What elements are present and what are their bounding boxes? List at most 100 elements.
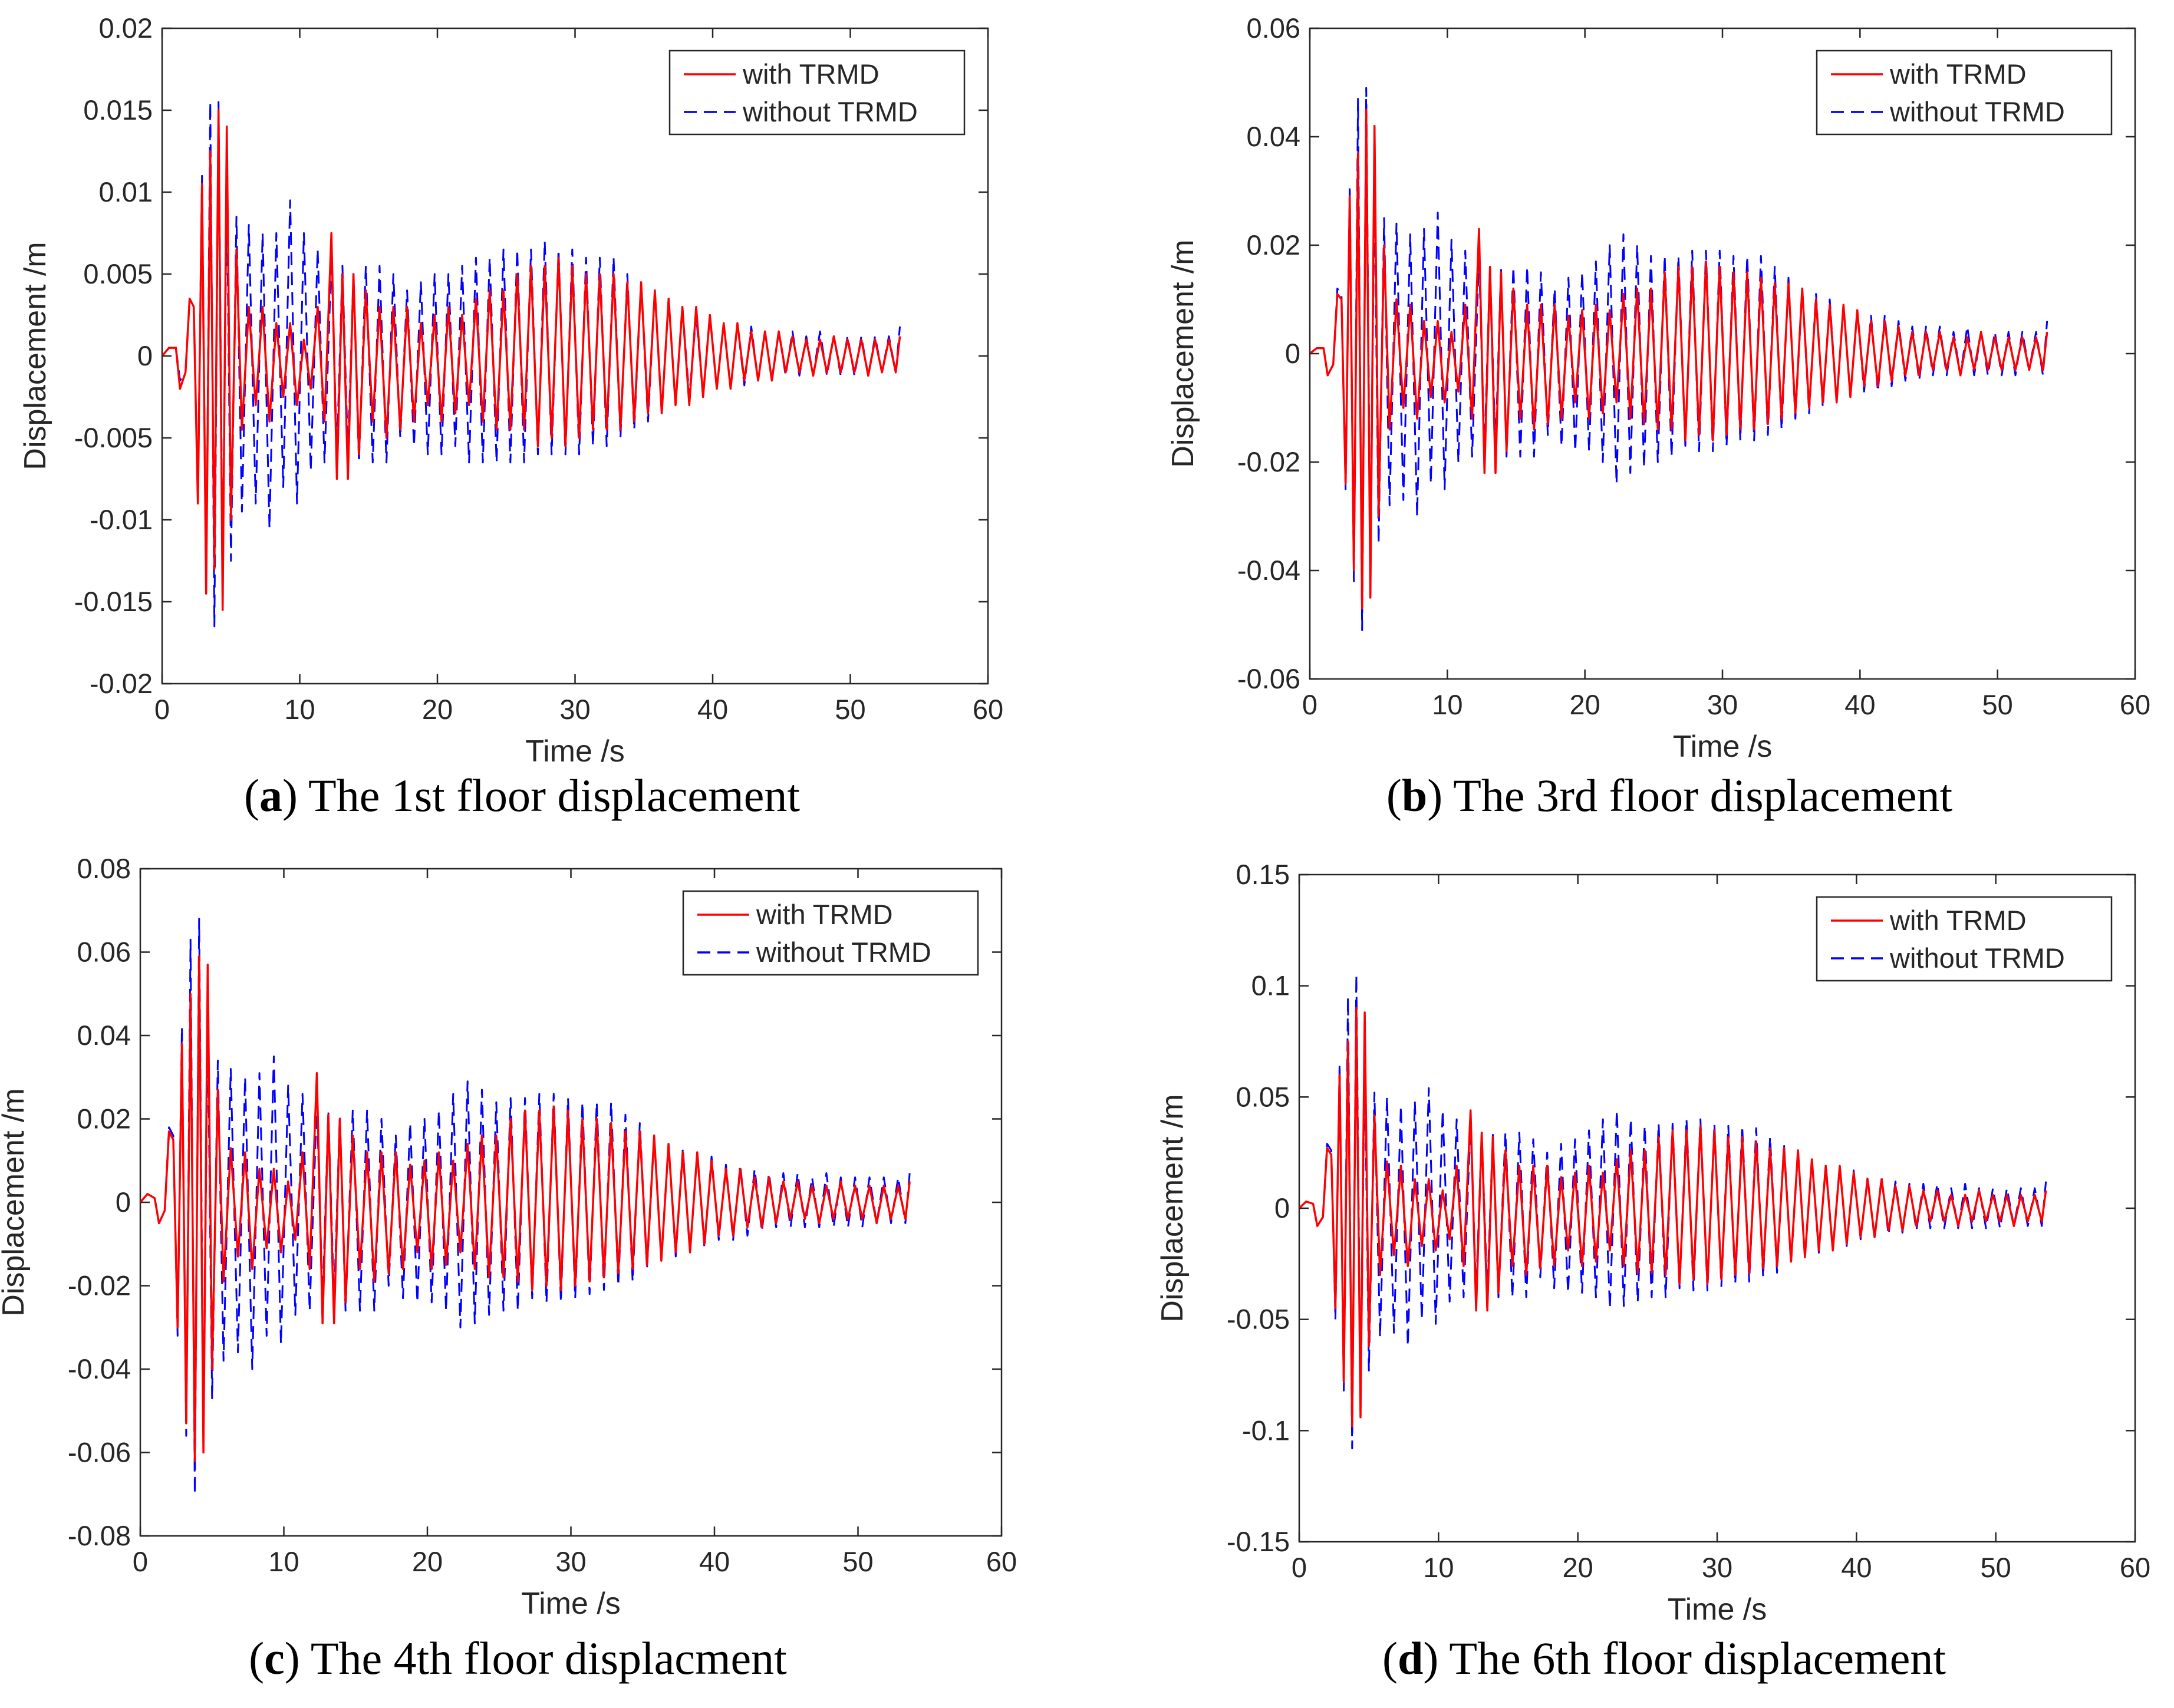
x-tick-label: 20 (1563, 1552, 1593, 1583)
legend: with TRMD without TRMD (682, 890, 979, 976)
x-tick-label: 50 (1982, 689, 2013, 720)
x-tick-label: 10 (268, 1546, 299, 1577)
y-tick-label: 0.005 (83, 258, 153, 289)
x-tick-label: 20 (1570, 689, 1600, 720)
y-tick-label: -0.06 (1237, 663, 1300, 694)
x-tick-label: 50 (842, 1546, 873, 1577)
series-line-with-trmd (140, 955, 911, 1462)
series-line-with-trmd (162, 109, 901, 611)
series-line-with-trmd (1299, 1007, 2047, 1427)
x-tick-label: 60 (986, 1546, 1017, 1577)
series-line-without-trmd (140, 918, 911, 1495)
legend-label: with TRMD (756, 899, 893, 930)
y-tick-label: -0.02 (68, 1270, 131, 1301)
series-line-without-trmd (1299, 974, 2047, 1449)
y-tick-label: -0.05 (1227, 1304, 1290, 1335)
x-tick-label: 60 (973, 694, 1003, 725)
x-tick-label: 0 (133, 1546, 148, 1577)
y-tick-label: 0.05 (1236, 1081, 1290, 1112)
series-line-with-trmd (1310, 108, 2048, 610)
series-group (162, 101, 901, 628)
y-axis-label: Displacement /m (1166, 239, 1200, 467)
chart-panel-d: 0 10 20 30 40 50 60 -0.15 -0.1 -0.05 0 0.05 0.1 0.15 T… (1155, 859, 2150, 1684)
series-group (140, 918, 911, 1495)
x-tick-label: 0 (154, 694, 170, 725)
legend: with TRMD without TRMD (1816, 896, 2113, 982)
legend-label: without TRMD (742, 96, 918, 127)
series-group (1310, 87, 2048, 631)
y-tick-label: -0.15 (1227, 1526, 1290, 1557)
y-tick-label: 0.04 (77, 1020, 131, 1051)
y-tick-label: 0 (1274, 1192, 1290, 1224)
legend-box (1816, 896, 2113, 982)
x-tick-label: 50 (1981, 1552, 2011, 1583)
y-tick-label: 0 (116, 1186, 131, 1218)
caption-letter: c (264, 1633, 285, 1684)
x-tick-label: 20 (422, 694, 453, 725)
x-tick-label: 40 (697, 694, 728, 725)
x-axis-label: Time /s (1668, 1592, 1767, 1627)
x-tick-label: 0 (1302, 689, 1317, 720)
y-tick-label: -0.01 (90, 504, 153, 535)
x-axis-label: Time /s (1673, 730, 1773, 764)
y-tick-label: -0.015 (74, 586, 153, 617)
caption-letter: d (1398, 1633, 1423, 1684)
y-tick-label: -0.06 (68, 1437, 131, 1468)
y-tick-label: -0.04 (68, 1353, 131, 1384)
legend-label: without TRMD (1889, 96, 2065, 127)
x-axis-label: Time /s (521, 1587, 621, 1621)
x-tick-label: 40 (1844, 689, 1875, 720)
legend-label: without TRMD (756, 937, 931, 968)
caption-text: The 6th floor displacement (1438, 1633, 1946, 1684)
y-tick-label: 0.02 (99, 12, 153, 44)
legend-box (1816, 50, 2113, 136)
legend-label: with TRMD (1889, 58, 2027, 90)
x-tick-label: 10 (1423, 1552, 1454, 1583)
x-tick-label: 10 (1432, 689, 1462, 720)
y-tick-label: -0.04 (1237, 555, 1300, 586)
chart-panel-a: 0 10 20 30 40 50 60 -0.02 -0.015 -0.01 -0.005 0 0.00… (18, 12, 1003, 821)
x-tick-label: 30 (559, 694, 590, 725)
x-axis-label: Time /s (525, 734, 625, 769)
y-tick-label: 0.04 (1247, 121, 1300, 152)
chart-panel-b: 0 10 20 30 40 50 60 -0.06 -0.04 -0.02 0 0.02 0.04 0.0… (1166, 12, 2150, 821)
y-tick-label: 0.08 (77, 853, 131, 884)
y-tick-label: 0.01 (99, 176, 153, 207)
caption-text: The 1st floor displacement (298, 770, 800, 821)
x-tick-label: 20 (412, 1546, 443, 1577)
caption-text: The 4th floor displacment (300, 1633, 787, 1684)
legend-box (668, 50, 966, 136)
y-axis-label: Displacement /m (0, 1088, 31, 1316)
legend: with TRMD without TRMD (668, 50, 966, 136)
caption-text: The 3rd floor displacement (1442, 770, 1952, 821)
y-tick-label: -0.1 (1242, 1414, 1290, 1446)
y-axis-label: Displacement /m (18, 242, 52, 470)
x-tick-label: 60 (2120, 689, 2150, 720)
x-tick-label: 0 (1292, 1552, 1307, 1583)
x-tick-label: 30 (555, 1546, 586, 1577)
x-tick-label: 40 (699, 1546, 730, 1577)
panel-caption: (c) The 4th floor displacment (249, 1633, 787, 1684)
y-tick-label: 0.15 (1236, 859, 1290, 890)
x-tick-label: 50 (835, 694, 865, 725)
y-axis-label: Displacement /m (1155, 1094, 1190, 1322)
series-line-without-trmd (1310, 87, 2048, 631)
y-tick-label: 0.06 (77, 937, 131, 968)
y-tick-label: 0.02 (1247, 229, 1300, 261)
y-tick-label: 0.015 (83, 94, 153, 126)
legend-label: with TRMD (1889, 905, 2027, 936)
y-tick-label: 0.06 (1247, 12, 1300, 44)
legend-label: with TRMD (742, 58, 880, 90)
y-tick-label: -0.005 (74, 422, 153, 453)
panel-caption: (a) The 1st floor displacement (244, 770, 800, 821)
y-tick-label: 0 (137, 340, 153, 371)
x-tick-label: 30 (1702, 1552, 1732, 1583)
y-tick-label: 0.1 (1251, 970, 1290, 1001)
x-tick-label: 40 (1841, 1552, 1872, 1583)
caption-letter: b (1402, 770, 1427, 821)
caption-letter: a (259, 770, 282, 821)
y-tick-label: -0.08 (68, 1520, 131, 1551)
y-tick-label: 0.02 (77, 1103, 131, 1135)
y-tick-label: -0.02 (1237, 446, 1300, 477)
